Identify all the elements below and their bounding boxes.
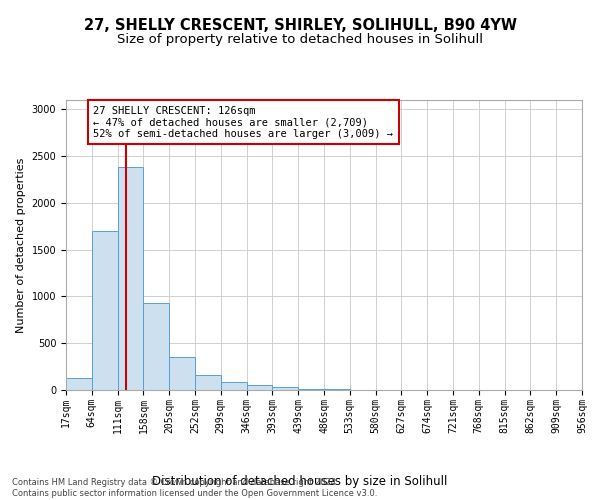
Bar [66, 378, 92, 390]
Bar [92, 231, 118, 390]
Text: 27, SHELLY CRESCENT, SHIRLEY, SOLIHULL, B90 4YW: 27, SHELLY CRESCENT, SHIRLEY, SOLIHULL, … [83, 18, 517, 32]
Bar [298, 388, 324, 390]
Text: Contains HM Land Registry data © Crown copyright and database right 2024.
Contai: Contains HM Land Registry data © Crown c… [12, 478, 377, 498]
Bar [247, 385, 272, 390]
Text: 27 SHELLY CRESCENT: 126sqm
← 47% of detached houses are smaller (2,709)
52% of s: 27 SHELLY CRESCENT: 126sqm ← 47% of deta… [94, 106, 394, 139]
Text: Size of property relative to detached houses in Solihull: Size of property relative to detached ho… [117, 32, 483, 46]
Bar [118, 168, 143, 390]
Text: Distribution of detached houses by size in Solihull: Distribution of detached houses by size … [152, 474, 448, 488]
Y-axis label: Number of detached properties: Number of detached properties [16, 158, 26, 332]
Bar [195, 375, 221, 390]
Bar [169, 358, 195, 390]
Bar [143, 303, 169, 390]
Bar [221, 382, 247, 390]
Bar [272, 387, 298, 390]
